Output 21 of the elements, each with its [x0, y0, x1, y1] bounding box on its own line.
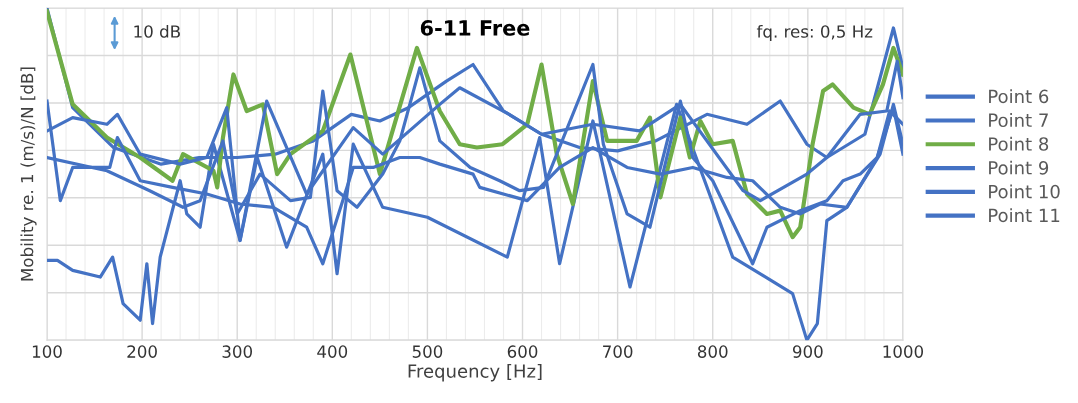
x-axis-title: Frequency [Hz]	[408, 363, 542, 382]
x-tick-label: 100	[32, 345, 62, 358]
x-tick-label: 800	[697, 345, 728, 358]
legend-label: Point 9	[989, 160, 1049, 175]
x-tick-label: 600	[507, 345, 538, 358]
annotation: 10 dB	[134, 24, 180, 38]
legend-label: Point 7	[989, 113, 1048, 128]
x-tick-label: 400	[317, 345, 348, 358]
legend-label: Point 10	[989, 184, 1060, 199]
x-tick-label: 500	[412, 345, 443, 358]
x-tick-label: 1000	[883, 345, 924, 358]
annotation: fq. res: 0,5 Hz	[756, 24, 873, 42]
legend-label: Point 8	[989, 136, 1049, 151]
x-tick-label: 200	[127, 345, 157, 358]
y-axis-title: Mobility re. 1 (m/s)/N [dB]	[20, 67, 37, 281]
x-tick-label: 700	[603, 345, 633, 358]
legend-label: Point 6	[989, 89, 1049, 104]
x-tick-label: 900	[792, 345, 823, 358]
legend-label: Point 11	[989, 208, 1060, 223]
chart-title: 6-11 Free	[420, 20, 530, 36]
x-tick-label: 300	[222, 345, 253, 358]
